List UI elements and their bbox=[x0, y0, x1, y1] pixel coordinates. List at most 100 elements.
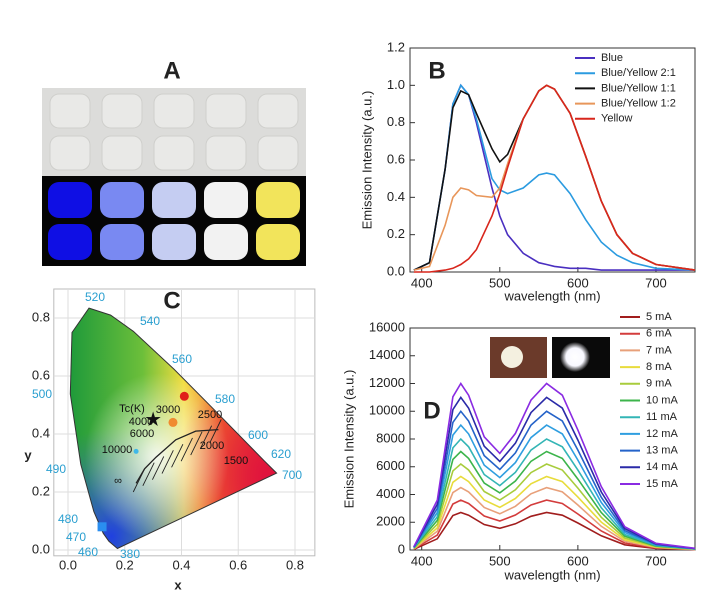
series-line bbox=[413, 83, 695, 271]
legend-label: Blue/Yellow 2:1 bbox=[601, 67, 676, 79]
legend-label: 13 mA bbox=[646, 445, 678, 457]
legend-label: 7 mA bbox=[646, 344, 672, 356]
inset-led bbox=[560, 342, 590, 372]
x-tick-label: 600 bbox=[567, 553, 589, 568]
glowing-well bbox=[204, 182, 248, 218]
series-line bbox=[413, 475, 696, 551]
y-tick-label: 0.2 bbox=[387, 226, 405, 241]
wavelength-label: 620 bbox=[271, 447, 291, 461]
temperature-label: 6000 bbox=[130, 428, 154, 440]
wavelength-label: 580 bbox=[215, 392, 235, 406]
temperature-label: 2000 bbox=[200, 440, 224, 452]
legend-label: 10 mA bbox=[646, 394, 678, 406]
temperature-label: ∞ bbox=[114, 475, 122, 487]
y-tick-label: 2000 bbox=[376, 514, 405, 529]
chromaticity-region bbox=[70, 308, 277, 549]
y-tick-label: 14000 bbox=[369, 347, 405, 362]
temperature-label: 2500 bbox=[198, 409, 222, 421]
legend-label: Blue/Yellow 1:1 bbox=[601, 82, 676, 94]
legend-label: 11 mA bbox=[646, 411, 678, 423]
series-line bbox=[413, 511, 696, 551]
well bbox=[153, 93, 195, 129]
well bbox=[205, 135, 247, 171]
y-tick-label: 6000 bbox=[376, 458, 405, 473]
well bbox=[49, 135, 91, 171]
well bbox=[153, 135, 195, 171]
wavelength-label: 470 bbox=[66, 530, 86, 544]
legend-label: Yellow bbox=[601, 113, 632, 125]
glowing-well bbox=[48, 224, 92, 260]
well bbox=[101, 135, 143, 171]
legend-label: 12 mA bbox=[646, 428, 678, 440]
series-line bbox=[413, 450, 696, 550]
y-tick-label: 12000 bbox=[369, 375, 405, 390]
point bbox=[97, 522, 107, 532]
wavelength-label: 490 bbox=[46, 462, 66, 476]
well bbox=[49, 93, 91, 129]
isotherm bbox=[132, 468, 146, 493]
series-line bbox=[413, 499, 696, 551]
x-tick-label: 0.6 bbox=[229, 557, 247, 572]
x-axis-label: wavelength (nm) bbox=[503, 567, 600, 582]
x-tick-label: 700 bbox=[645, 275, 667, 290]
series-line bbox=[413, 462, 696, 550]
wavelength-label: 520 bbox=[85, 290, 105, 304]
y-tick-label: 0.6 bbox=[32, 367, 50, 382]
inset-led bbox=[501, 346, 523, 368]
point bbox=[133, 448, 139, 454]
wavelength-label: 560 bbox=[172, 352, 192, 366]
y-tick-label: 0.4 bbox=[387, 189, 405, 204]
x-tick-label: 0.2 bbox=[116, 557, 134, 572]
x-axis-label: x bbox=[174, 577, 182, 592]
glowing-well bbox=[100, 182, 144, 218]
glowing-well bbox=[152, 182, 196, 218]
legend-label: 15 mA bbox=[646, 478, 678, 490]
legend-label: 6 mA bbox=[646, 328, 672, 340]
x-tick-label: 700 bbox=[645, 553, 667, 568]
inset-photos bbox=[490, 337, 610, 378]
panel-label: D bbox=[423, 397, 440, 424]
wavelength-label: 480 bbox=[58, 512, 78, 526]
glowing-well bbox=[256, 224, 300, 260]
series-line bbox=[413, 381, 696, 550]
x-tick-label: 600 bbox=[567, 275, 589, 290]
x-tick-label: 500 bbox=[489, 553, 511, 568]
temperature-label: 3000 bbox=[156, 404, 180, 416]
wavelength-label: 500 bbox=[32, 387, 52, 401]
wavelength-label: 600 bbox=[248, 428, 268, 442]
wavelength-label: 540 bbox=[140, 314, 160, 328]
y-tick-label: 0.0 bbox=[387, 263, 405, 278]
y-tick-label: 0 bbox=[398, 541, 405, 556]
y-tick-label: 0.8 bbox=[32, 309, 50, 324]
y-tick-label: 0.0 bbox=[32, 541, 50, 556]
glowing-well bbox=[204, 224, 248, 260]
y-tick-label: 0.2 bbox=[32, 483, 50, 498]
series-line bbox=[413, 423, 696, 550]
y-tick-label: 0.4 bbox=[32, 425, 50, 440]
y-axis-label: Emission Intensity (a.u.) bbox=[341, 370, 356, 509]
photo-panel bbox=[42, 88, 306, 266]
x-axis-label: wavelength (nm) bbox=[503, 288, 600, 303]
glowing-well bbox=[100, 224, 144, 260]
isotherm bbox=[142, 462, 155, 487]
x-tick-label: 0.4 bbox=[172, 557, 190, 572]
x-tick-label: 0.0 bbox=[59, 557, 77, 572]
isotherm bbox=[190, 431, 203, 456]
point bbox=[145, 411, 161, 426]
wavelength-label: 700 bbox=[282, 468, 302, 482]
temperature-title: Tc(K) bbox=[119, 403, 145, 415]
series-line bbox=[413, 486, 696, 551]
legend-label: 5 mA bbox=[646, 311, 672, 323]
isotherm bbox=[161, 450, 174, 474]
well bbox=[257, 135, 299, 171]
x-tick-label: 0.8 bbox=[286, 557, 304, 572]
temperature-label: 10000 bbox=[102, 444, 133, 456]
glowing-well bbox=[152, 224, 196, 260]
series-line bbox=[413, 437, 696, 550]
x-tick-label: 400 bbox=[411, 275, 433, 290]
x-tick-label: 500 bbox=[489, 275, 511, 290]
well bbox=[205, 93, 247, 129]
series-line bbox=[413, 83, 696, 271]
y-tick-label: 4000 bbox=[376, 486, 405, 501]
